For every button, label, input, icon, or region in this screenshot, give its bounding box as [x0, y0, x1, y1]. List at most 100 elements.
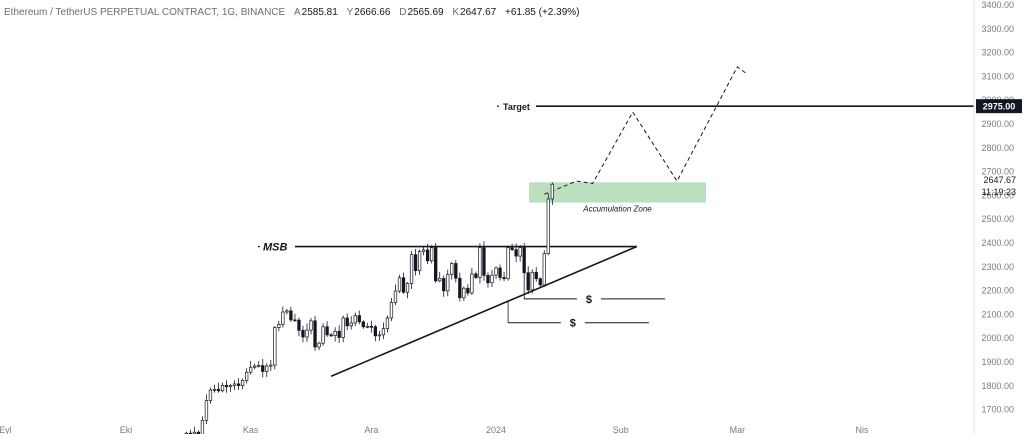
candle[interactable] — [377, 334, 382, 337]
candle[interactable] — [550, 183, 554, 200]
candle[interactable] — [397, 277, 402, 292]
candle[interactable] — [466, 287, 470, 294]
candle[interactable] — [317, 342, 321, 348]
candle[interactable] — [454, 263, 458, 279]
candle[interactable] — [478, 247, 482, 278]
candle[interactable] — [361, 321, 365, 328]
candle[interactable] — [434, 247, 438, 282]
candle[interactable] — [510, 247, 514, 251]
x-tick-label: 2024 — [486, 425, 506, 434]
candle[interactable] — [333, 330, 337, 336]
candle[interactable] — [546, 198, 550, 255]
candle[interactable] — [389, 302, 394, 319]
candle[interactable] — [232, 383, 237, 386]
candle[interactable] — [381, 328, 386, 336]
candle[interactable] — [494, 267, 498, 276]
candle[interactable] — [325, 326, 329, 336]
candle[interactable] — [293, 319, 297, 322]
candle[interactable] — [393, 290, 398, 303]
legend-close-label: K — [452, 7, 460, 18]
candle[interactable] — [281, 311, 285, 325]
candle[interactable] — [486, 275, 490, 284]
candle[interactable] — [357, 315, 361, 323]
legend-high-label: Y — [346, 7, 354, 18]
candle[interactable] — [365, 325, 369, 328]
candle[interactable] — [329, 334, 333, 337]
candle[interactable] — [518, 247, 522, 257]
candle[interactable] — [309, 320, 313, 331]
projection-path[interactable] — [544, 66, 746, 195]
candle[interactable] — [421, 249, 426, 252]
candle[interactable] — [506, 247, 510, 280]
candle[interactable] — [462, 287, 466, 299]
x-tick-label: Nis — [856, 425, 869, 434]
candle[interactable] — [470, 273, 474, 294]
candle[interactable] — [337, 330, 341, 338]
candle[interactable] — [430, 247, 434, 262]
candle[interactable] — [474, 273, 478, 278]
candle[interactable] — [542, 253, 546, 286]
candle[interactable] — [289, 310, 293, 321]
candle[interactable] — [385, 317, 390, 330]
candle[interactable] — [269, 364, 273, 367]
candle[interactable] — [502, 277, 506, 280]
candle[interactable] — [236, 383, 241, 386]
candle[interactable] — [265, 365, 269, 372]
candle[interactable] — [321, 326, 325, 344]
candle[interactable] — [514, 249, 518, 257]
candle[interactable] — [417, 251, 422, 271]
x-tick-label: Ara — [364, 425, 378, 434]
candle[interactable] — [349, 322, 353, 327]
candle[interactable] — [538, 278, 542, 286]
candle[interactable] — [526, 272, 530, 291]
candle[interactable] — [240, 379, 245, 386]
candle[interactable] — [405, 283, 410, 293]
candle[interactable] — [216, 389, 221, 392]
candle[interactable] — [534, 271, 538, 280]
candle[interactable] — [261, 365, 265, 372]
candle[interactable] — [301, 329, 305, 338]
accumulation-zone-rect[interactable] — [529, 182, 706, 203]
candle[interactable] — [345, 317, 349, 327]
candle[interactable] — [438, 278, 442, 282]
candle[interactable] — [305, 329, 309, 338]
candle[interactable] — [228, 384, 233, 388]
candle[interactable] — [490, 274, 494, 284]
accumulation-zone-label: Accumulation Zone — [582, 205, 652, 214]
candle[interactable] — [273, 327, 277, 366]
candle[interactable] — [458, 277, 462, 299]
candle[interactable] — [212, 389, 217, 391]
ascending-trendline[interactable] — [330, 245, 638, 378]
candle[interactable] — [341, 317, 345, 338]
candle[interactable] — [224, 384, 229, 388]
candle[interactable] — [482, 247, 486, 276]
candle[interactable] — [313, 320, 317, 348]
candle[interactable] — [297, 319, 301, 331]
candle[interactable] — [245, 371, 249, 381]
candle[interactable] — [413, 254, 418, 271]
candle[interactable] — [257, 365, 261, 367]
candle[interactable] — [442, 278, 446, 292]
candle[interactable] — [285, 310, 289, 313]
candle[interactable] — [353, 315, 357, 324]
candle[interactable] — [409, 254, 414, 284]
candle[interactable] — [522, 247, 526, 274]
candle[interactable] — [401, 277, 406, 293]
candle[interactable] — [277, 324, 281, 328]
candle[interactable] — [253, 365, 257, 368]
candle[interactable] — [208, 389, 213, 401]
y-tick-label: 2800.00 — [981, 143, 1014, 153]
candle[interactable] — [369, 325, 373, 328]
candle[interactable] — [220, 384, 225, 392]
candle[interactable] — [446, 274, 450, 292]
candle[interactable] — [498, 267, 502, 278]
candle[interactable] — [373, 326, 378, 337]
candle[interactable] — [200, 419, 205, 438]
candle[interactable] — [530, 271, 534, 291]
candle[interactable] — [249, 366, 253, 373]
candle[interactable] — [450, 263, 454, 276]
candle[interactable] — [204, 400, 209, 421]
candle[interactable] — [426, 249, 430, 262]
